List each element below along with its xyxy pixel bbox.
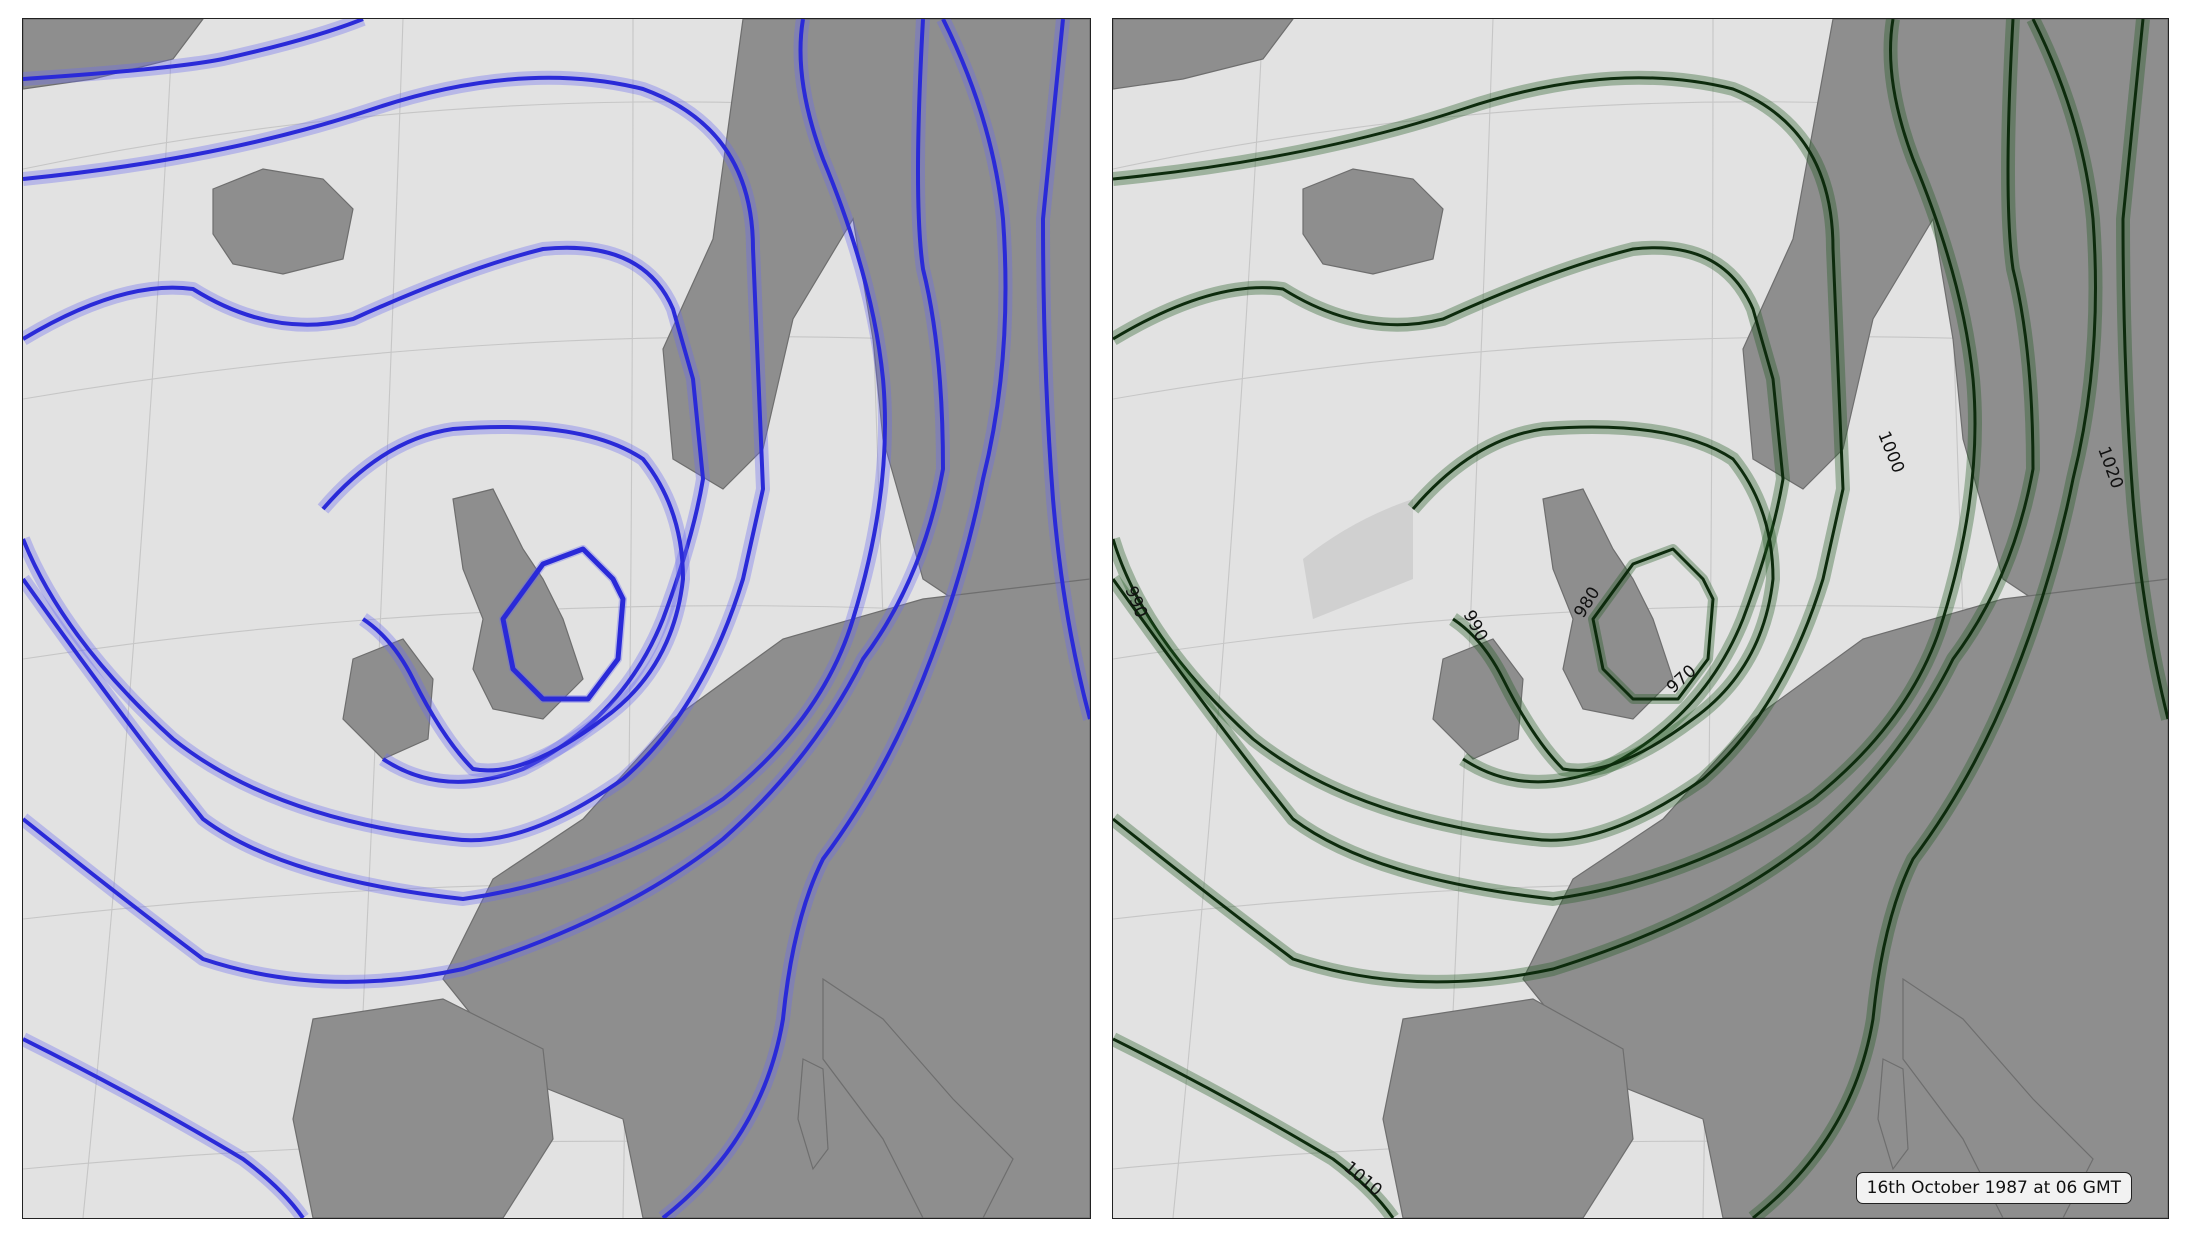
ireland xyxy=(1432,638,1524,760)
uncertainty-smudge xyxy=(1303,499,1413,619)
iberia xyxy=(1382,998,1634,1218)
timestamp-label: 16th October 1987 at 06 GMT xyxy=(1855,1172,2132,1204)
iceland xyxy=(212,168,354,275)
iberia xyxy=(292,998,554,1218)
right-map-svg: 990 1000 1020 980 990 970 1010 xyxy=(1113,19,2168,1218)
blue-isobars xyxy=(23,19,1090,1218)
italy xyxy=(1902,977,2094,1218)
contour-label-1000: 1000 xyxy=(1873,428,1908,476)
green-isobars xyxy=(1113,19,2168,1218)
iceland xyxy=(1302,168,1444,275)
land-masses xyxy=(23,19,1090,1218)
ireland xyxy=(342,638,434,760)
left-map-panel xyxy=(22,18,1091,1219)
continental-europe xyxy=(1522,578,2168,1218)
contour-label-990-west: 990 xyxy=(1120,583,1151,621)
italy xyxy=(822,977,1014,1218)
continental-europe xyxy=(442,578,1090,1218)
right-map-panel: 990 1000 1020 980 990 970 1010 16th Octo… xyxy=(1112,18,2169,1219)
left-map-svg xyxy=(23,19,1090,1218)
greenland xyxy=(1113,19,1294,90)
corsica-sardinia xyxy=(1877,1058,1909,1171)
corsica-sardinia xyxy=(797,1058,829,1171)
land-masses xyxy=(1113,19,2168,1218)
